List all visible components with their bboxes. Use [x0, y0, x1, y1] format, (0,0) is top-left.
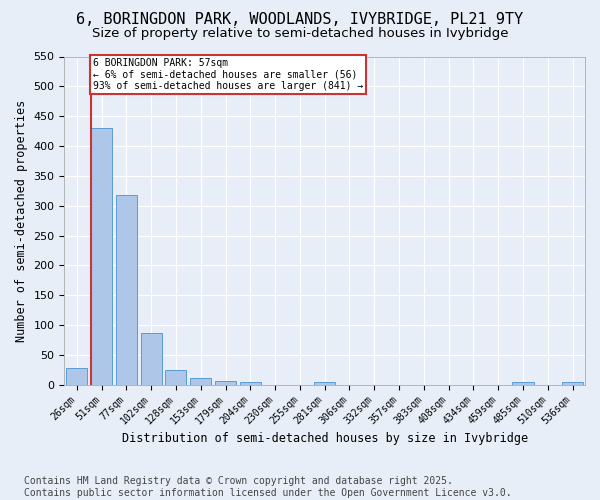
Text: Contains HM Land Registry data © Crown copyright and database right 2025.
Contai: Contains HM Land Registry data © Crown c… — [24, 476, 512, 498]
Bar — [562, 382, 583, 384]
Bar — [116, 195, 137, 384]
Bar — [215, 381, 236, 384]
Bar — [140, 333, 162, 384]
Bar — [91, 128, 112, 384]
X-axis label: Distribution of semi-detached houses by size in Ivybridge: Distribution of semi-detached houses by … — [122, 432, 528, 445]
Bar — [190, 378, 211, 384]
Bar — [512, 382, 533, 384]
Bar — [240, 382, 261, 384]
Bar — [166, 370, 187, 384]
Y-axis label: Number of semi-detached properties: Number of semi-detached properties — [15, 100, 28, 342]
Text: 6, BORINGDON PARK, WOODLANDS, IVYBRIDGE, PL21 9TY: 6, BORINGDON PARK, WOODLANDS, IVYBRIDGE,… — [76, 12, 524, 28]
Bar — [314, 382, 335, 384]
Text: Size of property relative to semi-detached houses in Ivybridge: Size of property relative to semi-detach… — [92, 28, 508, 40]
Text: 6 BORINGDON PARK: 57sqm
← 6% of semi-detached houses are smaller (56)
93% of sem: 6 BORINGDON PARK: 57sqm ← 6% of semi-det… — [93, 58, 363, 91]
Bar — [66, 368, 88, 384]
